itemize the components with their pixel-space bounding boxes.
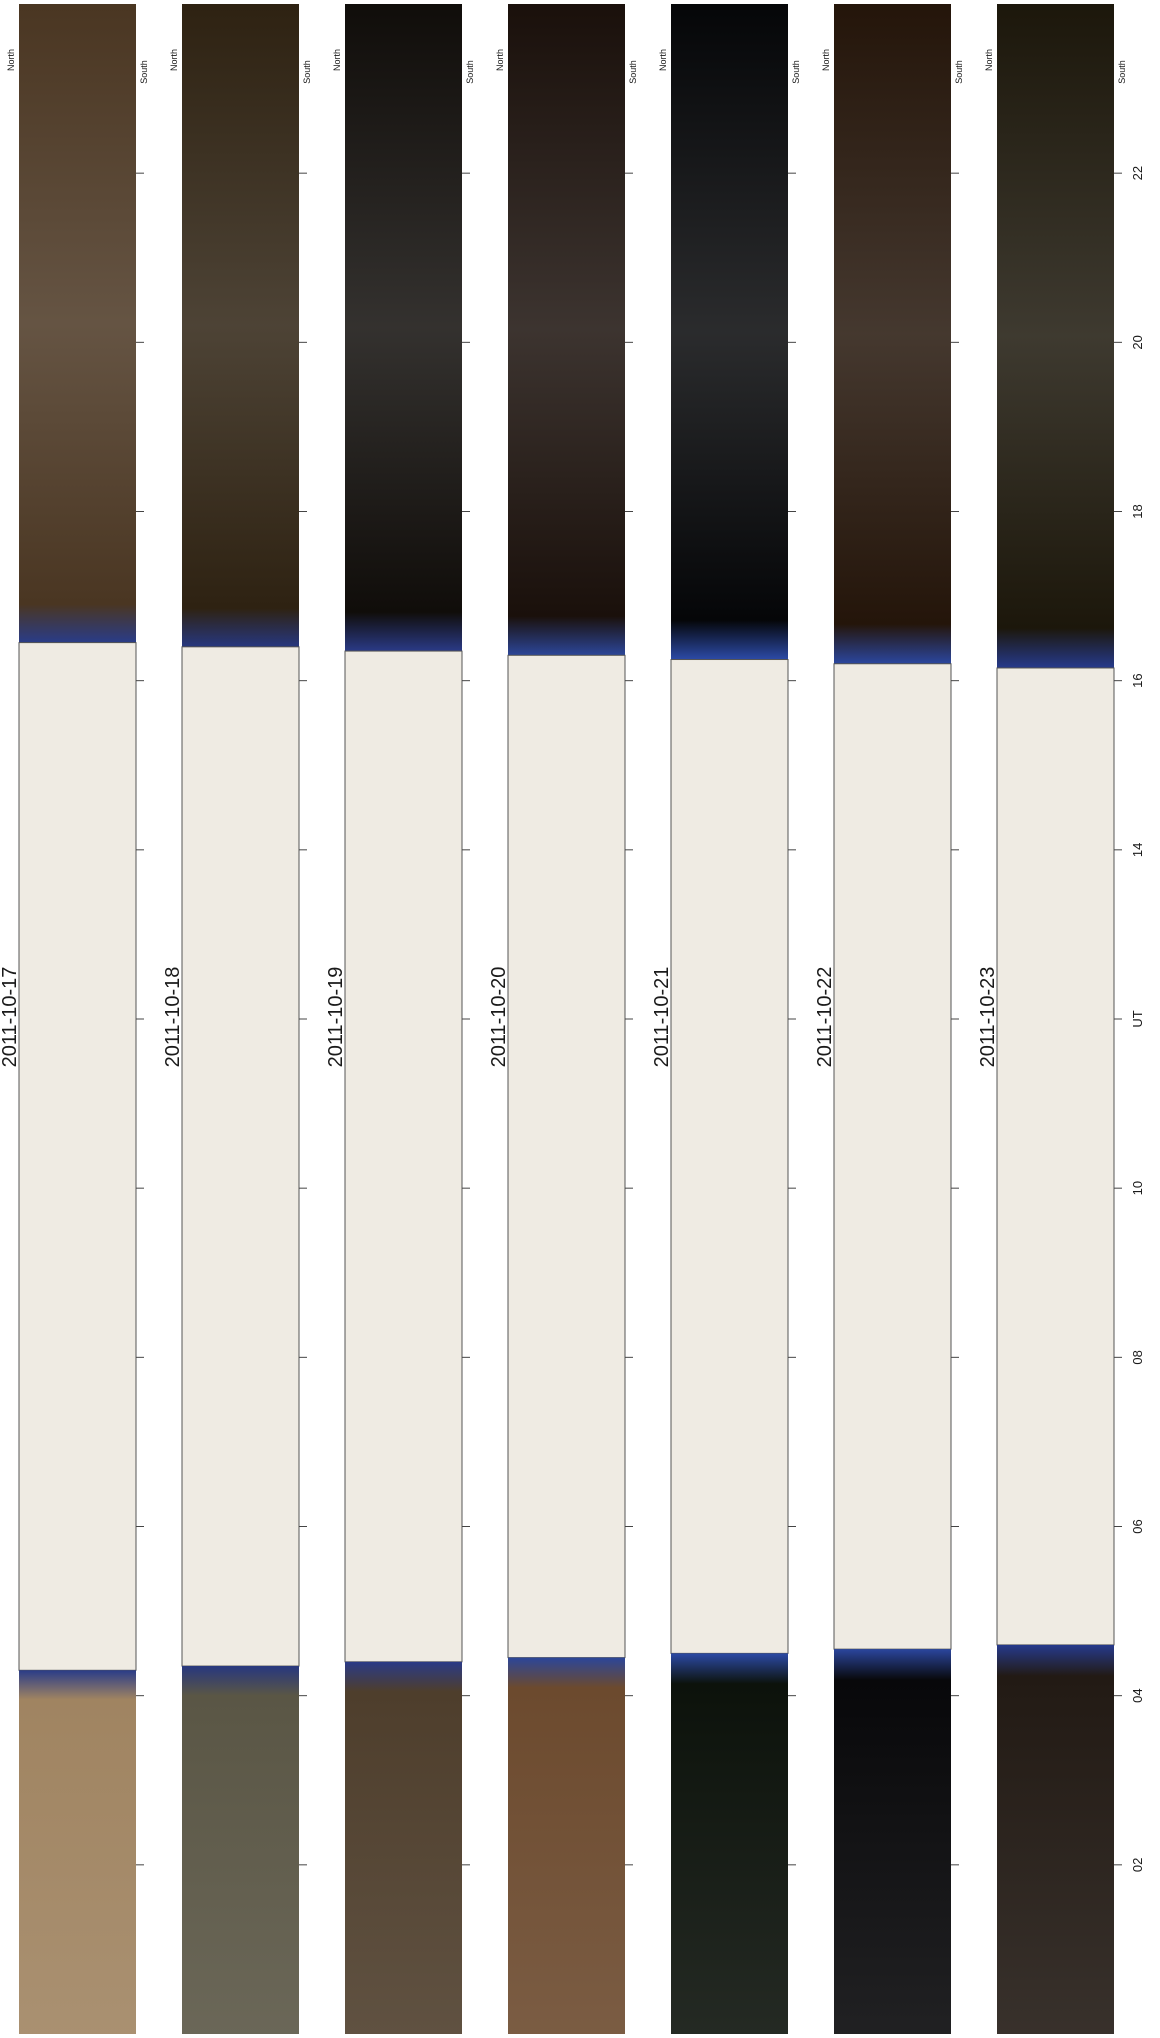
keogram-panel: 2011-10-20 North South (488, 4, 638, 2034)
night-segment-morning (834, 1649, 951, 2034)
daylight-segment (833, 663, 952, 1650)
tick-label: 10 (1130, 1181, 1145, 1195)
tick-label: 06 (1130, 1519, 1145, 1533)
daylight-segment (181, 646, 300, 1667)
ut-axis: UT 02 04 06 08 10 14 16 18 20 22 (1130, 166, 1145, 1872)
north-label: North (169, 49, 179, 71)
south-label: South (139, 60, 149, 84)
night-segment-evening (508, 4, 625, 656)
keogram-panel: 2011-10-19 North South (325, 4, 475, 2034)
night-segment-evening (997, 4, 1114, 668)
tick-label: 22 (1130, 166, 1145, 180)
tick-label: 16 (1130, 673, 1145, 687)
daylight-segment (996, 667, 1115, 1646)
tick-label: 20 (1130, 335, 1145, 349)
night-segment-morning (671, 1653, 788, 2034)
night-segment-morning (508, 1657, 625, 2034)
north-label: North (495, 49, 505, 71)
keogram-panel: 2011-10-21 North South (651, 4, 801, 2034)
tick-label: 14 (1130, 843, 1145, 857)
night-segment-evening (345, 4, 462, 652)
north-label: North (984, 49, 994, 71)
keogram-panel: 2011-10-22 North South (814, 4, 964, 2034)
north-label: North (332, 49, 342, 71)
panel-date-label: 2011-10-18 (162, 967, 184, 1068)
tick-label: 08 (1130, 1350, 1145, 1364)
panel-date-label: 2011-10-17 (0, 967, 21, 1068)
night-segment-evening (834, 4, 951, 664)
panel-date-label: 2011-10-23 (977, 967, 999, 1068)
keogram-panels: 2011-10-17 North South 2011-10-18 North South… (0, 4, 1127, 2034)
panel-date-label: 2011-10-19 (325, 967, 347, 1068)
north-label: North (6, 49, 16, 71)
north-label: North (658, 49, 668, 71)
keogram-panel: 2011-10-18 North South (162, 4, 312, 2034)
daylight-segment (670, 659, 789, 1654)
night-segment-evening (671, 4, 788, 660)
night-segment-morning (997, 1644, 1114, 2034)
daylight-segment (507, 654, 626, 1659)
tick-label: 04 (1130, 1688, 1145, 1702)
night-segment-morning (19, 1670, 136, 2034)
panel-date-label: 2011-10-22 (814, 967, 836, 1068)
axis-title: UT (1130, 1010, 1145, 1027)
night-segment-evening (19, 4, 136, 643)
night-segment-evening (182, 4, 299, 647)
south-label: South (628, 60, 638, 84)
south-label: South (302, 60, 312, 84)
north-label: North (821, 49, 831, 71)
tick-label: 18 (1130, 504, 1145, 518)
south-label: South (1117, 60, 1127, 84)
keogram-panel: 2011-10-17 North South (0, 4, 149, 2034)
keogram-panel: 2011-10-23 North South (977, 4, 1127, 2034)
south-label: South (791, 60, 801, 84)
night-segment-morning (345, 1661, 462, 2034)
south-label: South (465, 60, 475, 84)
daylight-segment (18, 642, 137, 1671)
south-label: South (954, 60, 964, 84)
panel-date-label: 2011-10-20 (488, 967, 510, 1068)
night-segment-morning (182, 1666, 299, 2034)
tick-label: 02 (1130, 1858, 1145, 1872)
daylight-segment (344, 650, 463, 1663)
panel-date-label: 2011-10-21 (651, 967, 673, 1068)
